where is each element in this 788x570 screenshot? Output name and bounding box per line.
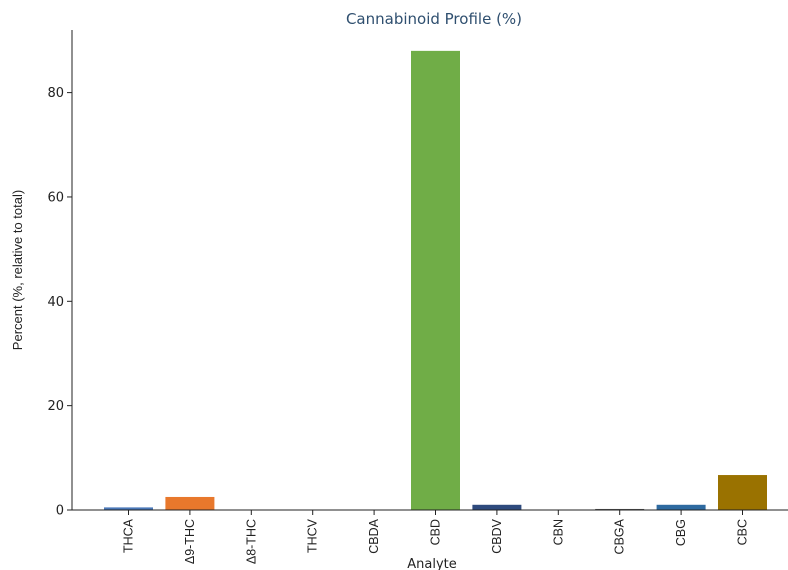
y-axis-label: Percent (%, relative to total) bbox=[10, 190, 25, 350]
y-ticks: 0 20 40 60 80 bbox=[47, 86, 72, 519]
x-tick-label--9-thc: Δ9-THC bbox=[183, 519, 197, 564]
x-tick-label-cbc: CBC bbox=[736, 519, 750, 545]
bar-cbc bbox=[718, 475, 767, 510]
y-tick-label: 0 bbox=[56, 504, 64, 519]
x-tick-label--8-thc: Δ8-THC bbox=[244, 519, 258, 564]
x-tick-label-cbdv: CBDV bbox=[490, 518, 504, 553]
y-tick-label: 60 bbox=[47, 190, 64, 205]
x-tick-label-cbga: CBGA bbox=[613, 518, 627, 554]
bars bbox=[104, 50, 767, 510]
bar--9-thc bbox=[165, 496, 215, 510]
x-tick-label-cbn: CBN bbox=[551, 519, 565, 545]
bar-cbg bbox=[656, 504, 706, 510]
x-tick-label-thca: THCA bbox=[122, 518, 136, 553]
x-tick-label-cbda: CBDA bbox=[367, 518, 381, 553]
x-tick-label-thcv: THCV bbox=[306, 518, 320, 553]
y-tick-label: 80 bbox=[47, 86, 64, 101]
bar-cbdv bbox=[472, 504, 522, 510]
bar-thca bbox=[104, 507, 153, 510]
bar-cbga bbox=[595, 508, 645, 510]
y-tick-label: 40 bbox=[47, 295, 64, 310]
x-axis-label: Analyte bbox=[407, 557, 457, 570]
bar-cbd bbox=[411, 50, 460, 510]
x-ticks: THCA Δ9-THC Δ8-THC THCV CBDA CBD CBDV CBN CBGA CB… bbox=[122, 510, 750, 564]
y-tick-label: 20 bbox=[47, 399, 64, 414]
x-tick-label-cbd: CBD bbox=[429, 519, 443, 545]
x-tick-label-cbg: CBG bbox=[674, 519, 688, 546]
chart-title: Cannabinoid Profile (%) bbox=[346, 10, 522, 28]
